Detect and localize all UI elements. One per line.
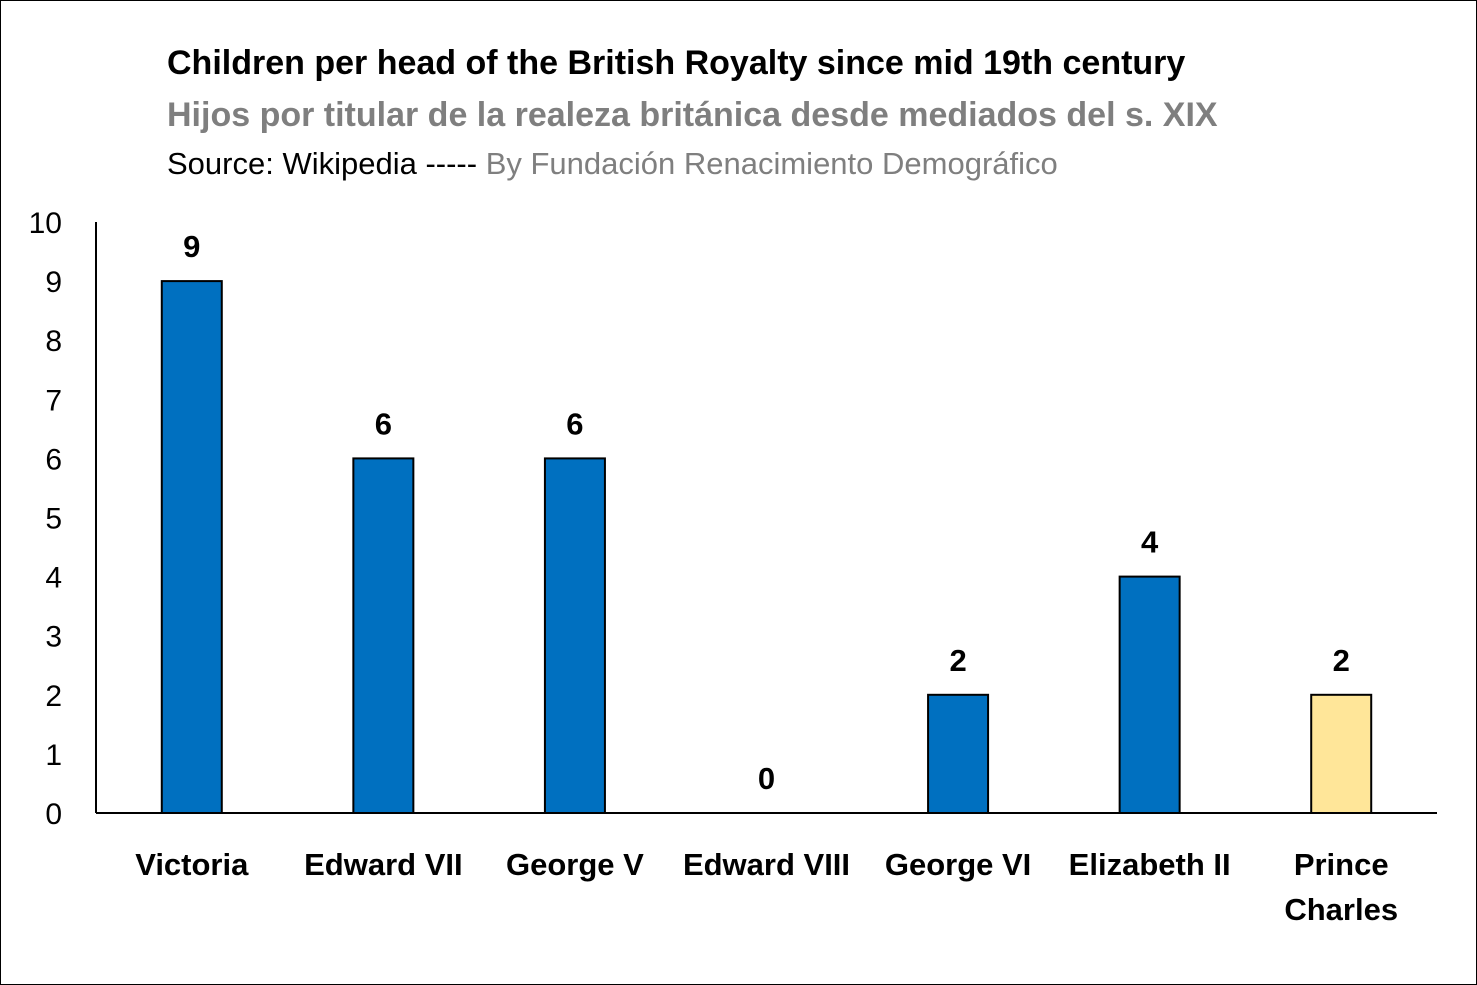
source-text: Source: Wikipedia ----- [167, 146, 478, 181]
y-tick-label: 5 [45, 503, 62, 536]
bar [160, 280, 223, 815]
source-line: Source: Wikipedia ----- By Fundación Ren… [167, 146, 1058, 182]
y-tick-label: 4 [45, 562, 62, 595]
data-label: 0 [758, 761, 775, 796]
data-label: 2 [949, 643, 966, 678]
data-label: 6 [566, 406, 583, 441]
x-tick-label: Charles [1284, 892, 1398, 927]
y-tick-label: 1 [45, 739, 62, 772]
x-tick-label: George V [506, 847, 644, 882]
y-tick-label: 3 [45, 621, 62, 654]
data-label: 2 [1333, 643, 1350, 678]
bar [352, 457, 415, 814]
x-tick-label: George VI [885, 847, 1031, 882]
x-tick-label: Elizabeth II [1069, 847, 1231, 882]
x-tick-label: Victoria [135, 847, 249, 882]
y-tick-label: 8 [45, 325, 62, 358]
y-tick-label: 6 [45, 443, 62, 476]
bar [543, 457, 606, 814]
chart-subtitle: Hijos por titular de la realeza británic… [167, 96, 1218, 134]
chart-title: Children per head of the British Royalty… [167, 44, 1186, 82]
y-tick-label: 0 [45, 798, 62, 831]
x-tick-label: Edward VII [304, 847, 462, 882]
x-tick-label: Edward VIII [683, 847, 850, 882]
bar [1118, 575, 1181, 814]
data-label: 4 [1141, 525, 1159, 560]
data-label: 6 [375, 406, 392, 441]
x-tick-label: Prince [1294, 847, 1389, 882]
bar [1310, 693, 1373, 814]
y-tick-label: 7 [45, 384, 62, 417]
bar [927, 693, 990, 814]
y-tick-label: 2 [45, 680, 62, 713]
credit-text: By Fundación Renacimiento Demográfico [485, 146, 1058, 181]
y-tick-label: 10 [29, 207, 62, 240]
y-tick-label: 9 [45, 266, 62, 299]
data-label: 9 [183, 229, 200, 264]
